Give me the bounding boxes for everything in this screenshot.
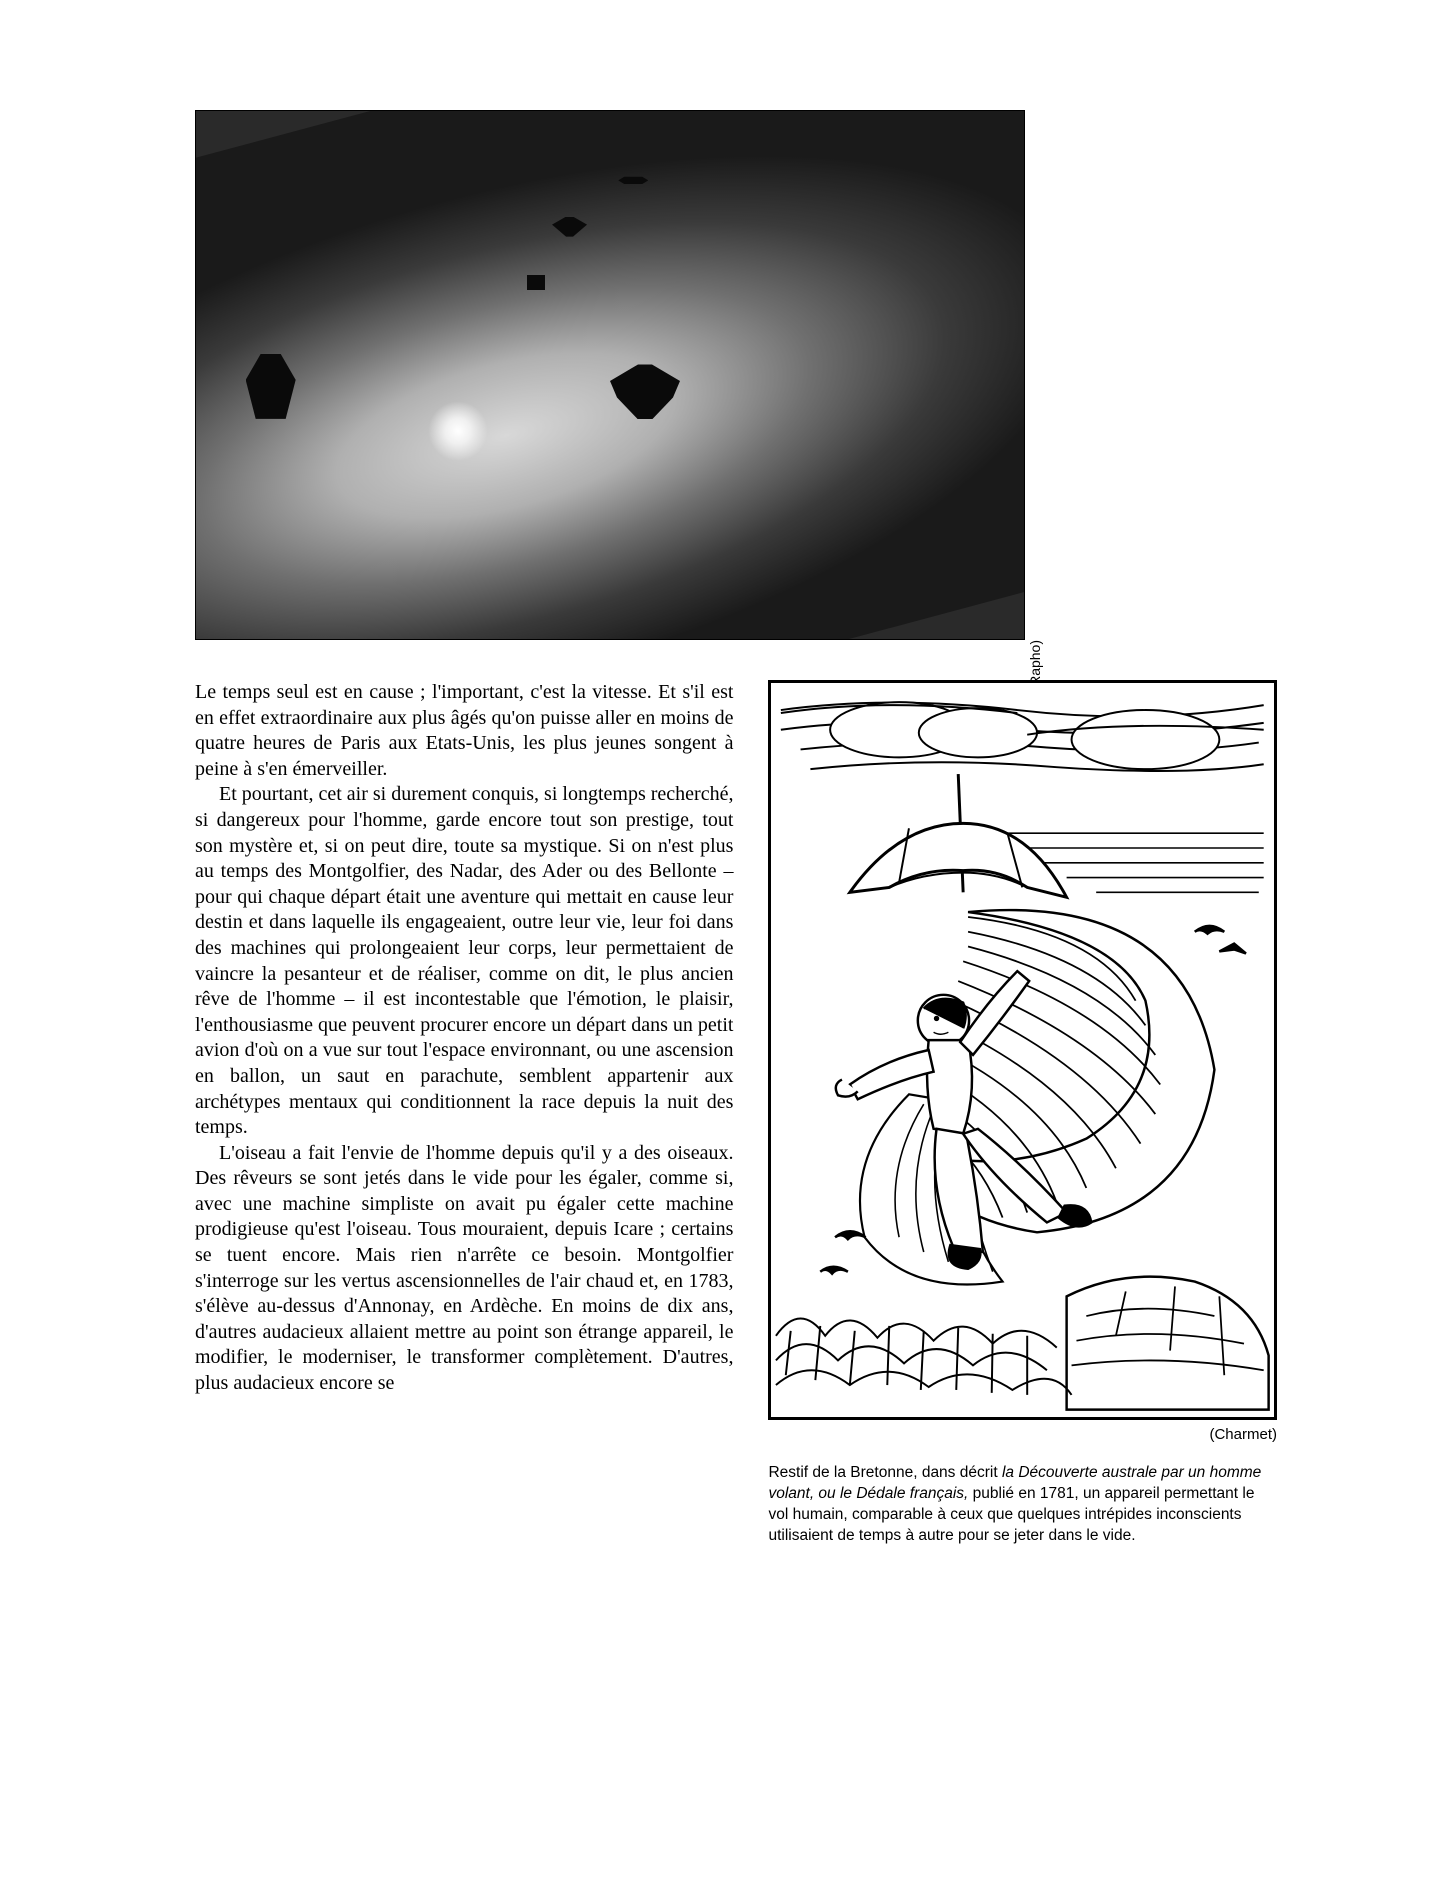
paragraph-1: Le temps seul est en cause ; l'important… — [195, 680, 733, 782]
paragraph-2: Et pourtant, cet air si durement conquis… — [195, 782, 733, 1140]
sun-glow — [428, 401, 488, 461]
woodcut-credit: (Charmet) — [768, 1426, 1277, 1443]
flying-man-woodcut — [771, 683, 1274, 1417]
woodcut-caption: Restif de la Bretonne, dans décrit la Dé… — [768, 1463, 1277, 1547]
sky-swirl — [195, 110, 1025, 640]
lower-section: Le temps seul est en cause ; l'important… — [195, 680, 1277, 1547]
paragraph-3: L'oiseau a fait l'envie de l'homme depui… — [195, 1141, 733, 1397]
skydiving-photo — [195, 110, 1025, 640]
woodcut-illustration — [768, 680, 1277, 1420]
caption-pre: Restif de la Bretonne, dans décrit — [768, 1464, 1002, 1481]
body-text-column: Le temps seul est en cause ; l'important… — [195, 680, 733, 1397]
right-column: (Charmet) Restif de la Bretonne, dans dé… — [768, 680, 1277, 1547]
skydiver-silhouette — [527, 275, 545, 290]
top-photo-wrap: (Irwin/Rapho) — [195, 110, 1025, 640]
